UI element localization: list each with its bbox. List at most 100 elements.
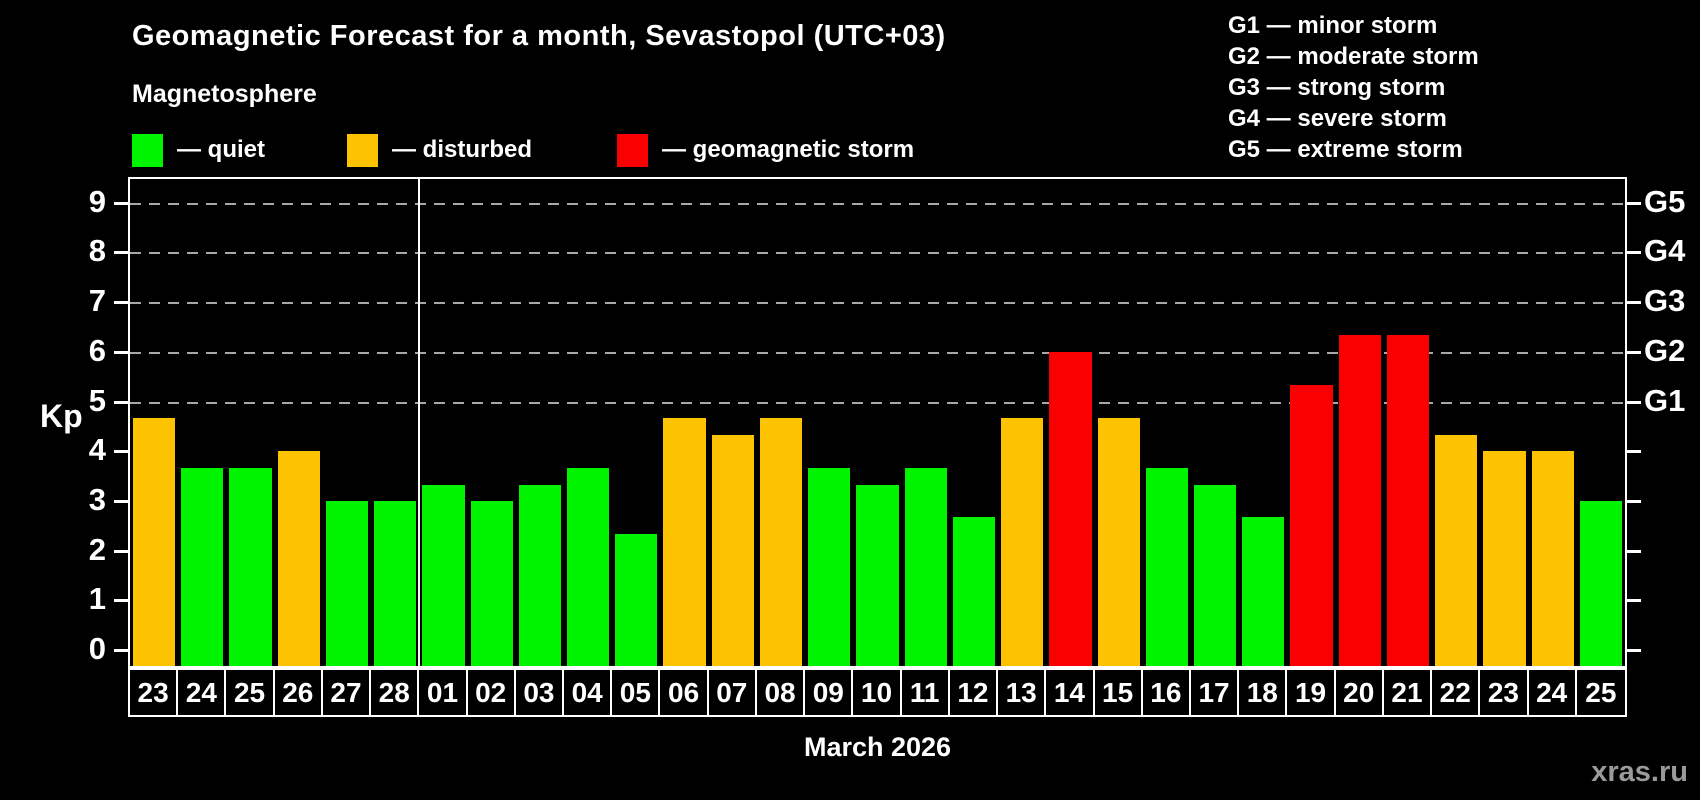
g5-legend-line: G5 — extreme storm <box>1228 136 1463 163</box>
gridline-kp-7 <box>130 302 1625 305</box>
day-label-28-23: 23 <box>1480 670 1529 715</box>
kp-bar-day-28 <box>374 500 417 666</box>
kp-bar-day-27 <box>325 500 369 666</box>
day-label-row: 23 24 25 26 27 28 01 02 03 04 05 06 07 08 09 10 11 12 13 14… <box>128 668 1627 717</box>
gridline-kp-9 <box>130 202 1625 205</box>
kp-bar-day-24 <box>1531 451 1574 666</box>
y-axis-label-7: 7 <box>88 283 106 319</box>
day-label-30-25: 25 <box>1585 676 1617 708</box>
left-tick-kp-1 <box>114 599 130 603</box>
day-label-16-11: 11 <box>902 670 950 715</box>
day-label-26-21: 21 <box>1384 670 1433 715</box>
left-tick-kp-2 <box>114 549 130 553</box>
kp-bar-day-08 <box>759 417 803 666</box>
right-tick-kp-9 <box>1625 201 1641 205</box>
kp-bar-day-15 <box>1097 417 1140 666</box>
kp-bar-day-13 <box>1001 417 1044 666</box>
day-label-14-09: 09 <box>805 670 854 715</box>
kp-bar-day-18 <box>1242 517 1285 666</box>
month-boundary-line <box>418 179 421 666</box>
day-label-21-16: 16 <box>1143 670 1191 715</box>
kp-bar-day-17 <box>1193 484 1237 666</box>
day-label-27-22: 22 <box>1432 670 1481 715</box>
right-tick-kp-8 <box>1625 251 1641 255</box>
gridline-kp-8 <box>130 252 1625 255</box>
g-scale-legend: G1 — minor storm G2 — moderate storm G3 … <box>1228 10 1479 165</box>
legend-item-storm: — geomagnetic storm <box>617 133 914 167</box>
day-label-1-24: 24 <box>178 670 227 715</box>
left-tick-kp-5 <box>114 400 130 404</box>
kp-bar-day-23 <box>1483 451 1526 666</box>
left-tick-kp-3 <box>114 499 130 503</box>
kp-bar-day-16 <box>1145 467 1188 666</box>
kp-bar-day-14 <box>1049 351 1092 666</box>
storm-color-swatch <box>617 133 648 167</box>
g1-legend-line: G1 — minor storm <box>1228 12 1438 39</box>
kp-bar-day-01 <box>422 484 465 666</box>
legend-label-storm: — geomagnetic storm <box>662 136 915 163</box>
kp-bar-day-26 <box>277 451 320 666</box>
day-label-4-27: 27 <box>323 670 372 715</box>
day-label-5-28: 28 <box>371 670 420 715</box>
left-tick-kp-8 <box>114 251 130 255</box>
watermark: xras.ru <box>1591 756 1688 788</box>
kp-bar-day-25 <box>1579 500 1622 666</box>
day-label-9-04: 04 <box>564 670 613 715</box>
day-label-2-25: 25 <box>226 670 275 715</box>
left-tick-kp-9 <box>114 201 130 205</box>
right-axis-label-g1: G1 <box>1644 382 1686 418</box>
page-title: Geomagnetic Forecast for a month, Sevast… <box>132 20 946 52</box>
gridline-kp-6 <box>130 351 1625 354</box>
right-tick-kp-1 <box>1625 599 1641 603</box>
g4-legend-line: G4 — severe storm <box>1228 105 1447 132</box>
y-axis-label-2: 2 <box>88 531 106 567</box>
kp-bar-day-03 <box>518 484 562 666</box>
left-tick-kp-4 <box>114 450 130 454</box>
day-label-24-19: 19 <box>1287 670 1336 715</box>
day-label-13-08: 08 <box>757 670 806 715</box>
kp-bar-day-05 <box>615 534 658 666</box>
day-label-12-07: 07 <box>709 670 757 715</box>
y-axis-label-5: 5 <box>88 382 106 418</box>
y-axis-label-4: 4 <box>88 432 106 468</box>
right-tick-kp-6 <box>1625 350 1641 354</box>
kp-bar-day-19 <box>1290 385 1333 666</box>
left-tick-kp-7 <box>114 301 130 305</box>
y-axis-label-0: 0 <box>88 631 106 666</box>
kp-bar-day-07 <box>711 434 754 666</box>
right-tick-kp-0 <box>1625 649 1641 652</box>
x-axis-title: March 2026 <box>803 732 952 762</box>
day-label-23-18: 18 <box>1239 670 1288 715</box>
kp-bar-day-09 <box>808 467 851 666</box>
left-tick-kp-0 <box>114 649 130 652</box>
y-axis-title: Kp <box>40 398 83 434</box>
kp-bar-day-10 <box>856 484 899 666</box>
gridline-kp-5 <box>130 401 1625 404</box>
day-label-3-26: 26 <box>275 670 323 715</box>
quiet-color-swatch <box>132 133 163 167</box>
chart-subtitle: Magnetosphere <box>132 80 317 108</box>
legend-label-disturbed: — disturbed <box>392 136 533 163</box>
kp-bar-day-04 <box>567 467 610 666</box>
kp-bar-day-24 <box>181 467 224 666</box>
right-tick-kp-3 <box>1625 499 1641 503</box>
kp-bar-day-22 <box>1435 434 1478 666</box>
right-axis-label-g3: G3 <box>1644 283 1686 319</box>
right-tick-kp-2 <box>1625 549 1641 553</box>
right-tick-kp-5 <box>1625 400 1641 404</box>
day-label-20-15: 15 <box>1095 670 1143 715</box>
g2-legend-line: G2 — moderate storm <box>1228 43 1479 70</box>
day-label-19-14: 14 <box>1046 670 1095 715</box>
disturbed-color-swatch <box>347 133 378 167</box>
right-tick-kp-4 <box>1625 450 1641 454</box>
kp-bar-day-25 <box>229 467 272 666</box>
legend-label-quiet: — quiet <box>177 136 265 163</box>
kp-bar-day-20 <box>1338 335 1381 666</box>
kp-bar-day-06 <box>663 417 706 666</box>
g3-legend-line: G3 — strong storm <box>1228 74 1446 101</box>
day-label-6-01: 01 <box>419 670 468 715</box>
left-tick-kp-6 <box>114 350 130 354</box>
day-label-0-23: 23 <box>130 670 179 715</box>
kp-bar-day-02 <box>470 500 513 666</box>
